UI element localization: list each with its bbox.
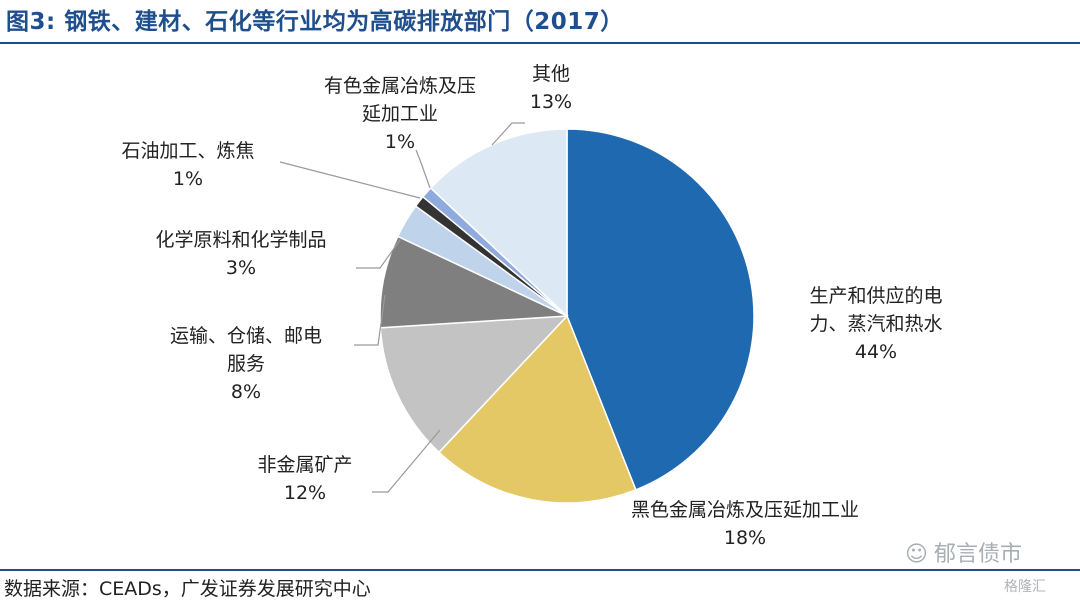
- source-rule: [0, 569, 1080, 571]
- watermark: ☺ 郁言债市: [905, 540, 1022, 570]
- leader-line-5: [279, 161, 421, 199]
- slice-percent-7: 13%: [530, 91, 572, 113]
- slice-label-0-line-1: 力、蒸汽和热水: [809, 313, 942, 335]
- slice-percent-1: 18%: [724, 527, 766, 549]
- slice-label-3-line-1: 服务: [227, 353, 265, 375]
- leader-line-6: [415, 149, 431, 189]
- slice-percent-0: 44%: [855, 341, 897, 363]
- watermark-small: 格隆汇: [1004, 579, 1046, 595]
- slice-label-0-line-0: 生产和供应的电: [809, 285, 942, 307]
- slice-percent-5: 1%: [173, 168, 203, 190]
- source-note: 数据来源：CEADs，广发证券发展研究中心: [4, 578, 371, 600]
- slice-percent-3: 8%: [231, 381, 261, 403]
- pie-slice-0: [566, 128, 755, 491]
- slice-label-5-line-0: 石油加工、炼焦: [121, 140, 254, 162]
- pie-slice-1: [437, 314, 637, 504]
- watermark-text: 郁言债市: [933, 542, 1022, 567]
- title-rule: [0, 42, 1080, 44]
- pie-slice-2: [379, 315, 569, 454]
- wechat-icon: ☺: [905, 542, 928, 567]
- slice-label-2-line-0: 非金属矿产: [257, 454, 352, 476]
- slice-label-6-line-1: 延加工业: [362, 103, 438, 125]
- slice-label-7-line-0: 其他: [532, 63, 570, 85]
- leader-line-3: [354, 294, 386, 346]
- slice-label-4-line-0: 化学原料和化学制品: [155, 229, 326, 251]
- slice-percent-6: 1%: [385, 131, 415, 153]
- leader-line-4: [356, 239, 401, 269]
- chart-title: 图3: 钢铁、建材、石化等行业均为高碳排放部门（2017）: [6, 9, 624, 35]
- slice-label-1-line-0: 黑色金属冶炼及压延加工业: [631, 499, 859, 521]
- leader-line-7: [491, 122, 525, 146]
- slice-percent-2: 12%: [284, 482, 326, 504]
- leader-line-2: [372, 429, 441, 493]
- slice-percent-4: 3%: [226, 257, 256, 279]
- slice-label-3-line-0: 运输、仓储、邮电: [170, 325, 322, 347]
- slice-label-6-line-0: 有色金属冶炼及压: [324, 75, 476, 97]
